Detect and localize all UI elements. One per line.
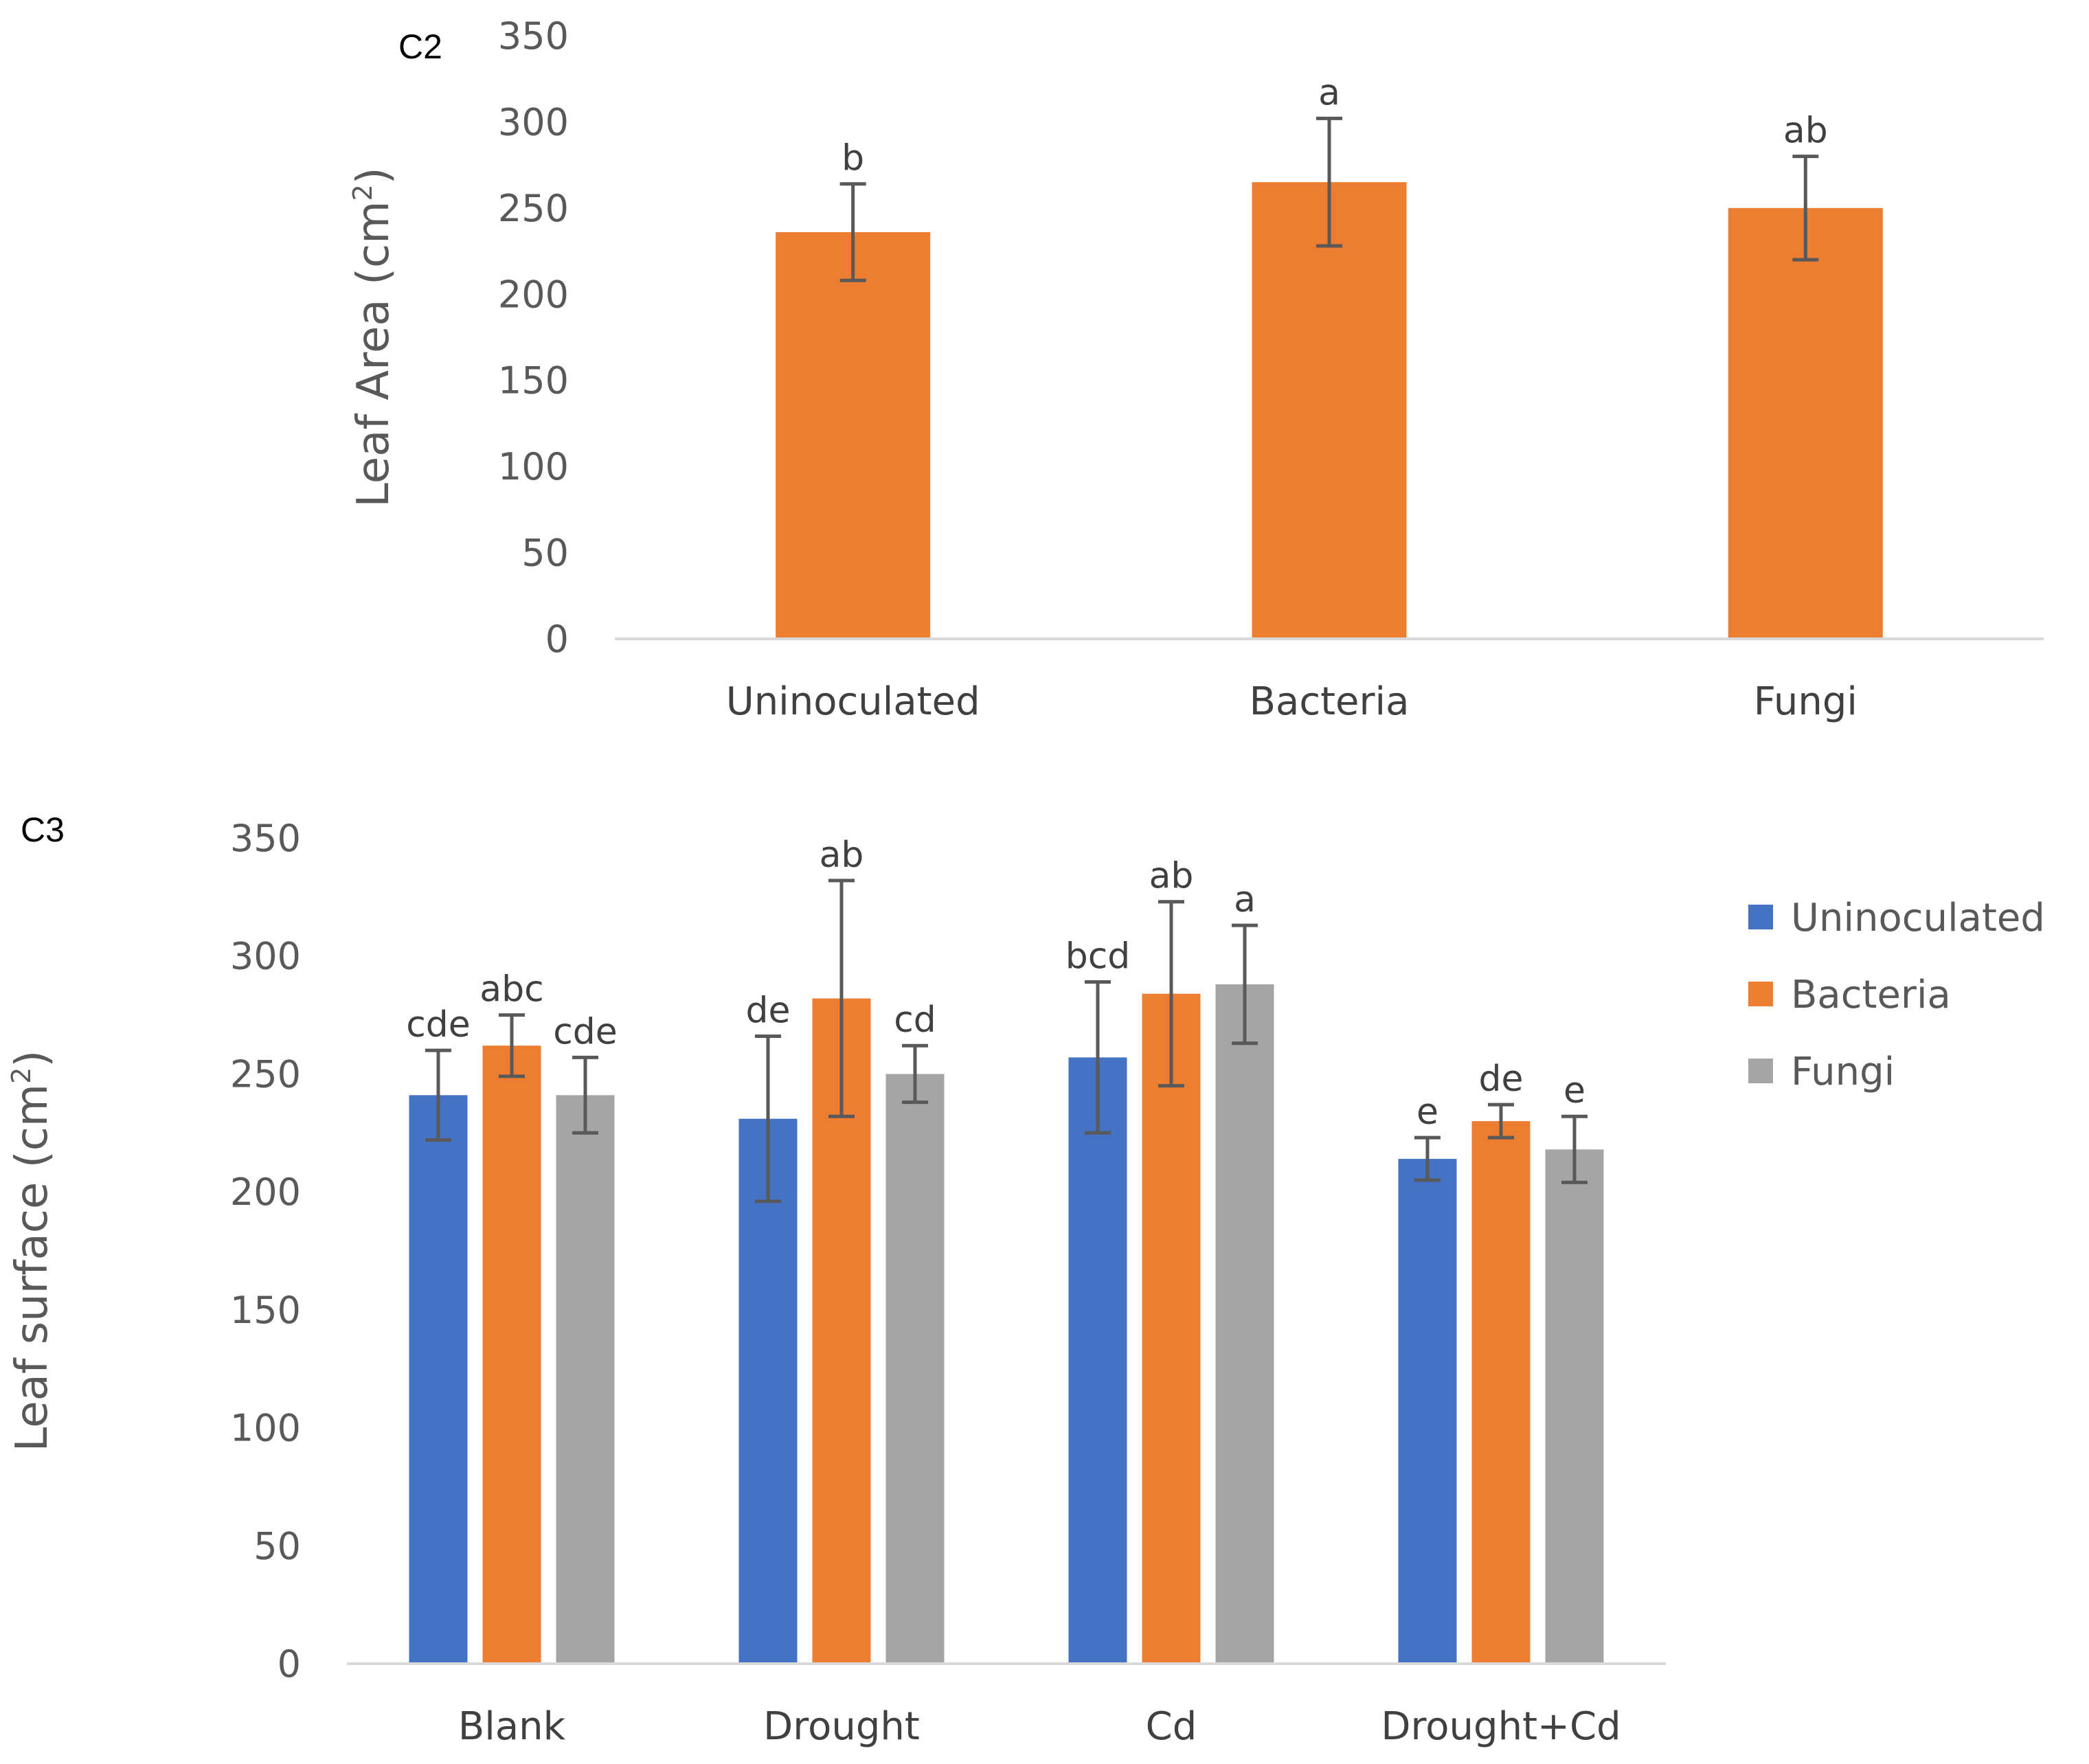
legend-label: Uninoculated <box>1791 896 2045 940</box>
y-tick-label: 50 <box>253 1524 301 1568</box>
y-tick-label: 50 <box>521 532 569 575</box>
legend-label: Fungi <box>1791 1050 1895 1094</box>
bar <box>409 1095 468 1664</box>
y-axis-label: Leaf surface (cm2) <box>6 1050 58 1452</box>
error-bar <box>755 1034 781 1203</box>
y-tick-label: 200 <box>498 273 569 316</box>
error-bar <box>1316 116 1342 248</box>
y-tick-label: 150 <box>230 1289 301 1332</box>
y-tick-label: 100 <box>230 1407 301 1450</box>
bar <box>776 231 931 639</box>
chart-leaf-surface: C3 0 50 100 150 200 250 300 350 Leaf surface (cm2… <box>6 811 2045 1749</box>
x-category-label: Cd <box>1146 1704 1197 1749</box>
error-bar <box>828 879 855 1118</box>
error-bar <box>902 1043 928 1105</box>
significance-letter: abc <box>479 969 543 1010</box>
x-category-label: Fungi <box>1754 679 1857 724</box>
significance-letter: e <box>1416 1092 1438 1133</box>
x-category-label: Blank <box>458 1704 566 1749</box>
significance-letter: cd <box>894 999 936 1041</box>
significance-letter: cde <box>553 1011 618 1052</box>
bar <box>1068 1057 1127 1664</box>
bar <box>1471 1121 1531 1664</box>
bar <box>1545 1149 1604 1664</box>
significance-letter: ab <box>1783 111 1828 152</box>
panel-label: C3 <box>21 811 65 849</box>
x-category-label: Bacteria <box>1250 679 1410 724</box>
significance-letter: b <box>842 138 864 179</box>
error-bar <box>1561 1114 1588 1184</box>
y-tick-label: 0 <box>545 618 569 661</box>
error-bar <box>1085 980 1111 1135</box>
bar <box>1142 993 1201 1664</box>
y-tick-label: 300 <box>230 935 301 978</box>
chart-leaf-area: C2 0 50 100 150 200 250 300 350 Leaf Area (cm2) Un… <box>348 14 2044 724</box>
y-tick-label: 200 <box>230 1171 301 1214</box>
x-category-label: Drought <box>763 1704 920 1749</box>
y-tick-label: 0 <box>278 1642 301 1686</box>
bar <box>1252 182 1407 639</box>
error-bar <box>1158 900 1184 1088</box>
y-tick-label: 250 <box>230 1052 301 1096</box>
bar <box>1215 984 1274 1664</box>
error-bar <box>1232 923 1258 1045</box>
error-bar <box>1488 1102 1514 1140</box>
panel-label: C2 <box>398 27 442 66</box>
significance-letter: e <box>1563 1070 1585 1111</box>
y-tick-label: 250 <box>498 187 569 230</box>
significance-letter: a <box>1234 879 1256 920</box>
bar <box>556 1095 615 1664</box>
y-tick-label: 300 <box>498 100 569 144</box>
error-bar <box>572 1055 598 1135</box>
bar <box>738 1118 798 1664</box>
error-bar <box>839 182 866 282</box>
bar <box>1728 207 1883 639</box>
x-category-label: Drought+Cd <box>1381 1704 1621 1749</box>
x-category-label: Uninoculated <box>726 679 980 724</box>
error-bar <box>499 1013 525 1078</box>
significance-letter: ab <box>820 835 864 876</box>
error-bar <box>1792 155 1819 262</box>
bar <box>885 1074 945 1664</box>
y-tick-label: 350 <box>230 817 301 860</box>
significance-letter: de <box>1479 1059 1524 1100</box>
y-tick-label: 100 <box>498 445 569 488</box>
legend-swatch <box>1748 905 1773 929</box>
y-tick-label: 350 <box>498 14 569 58</box>
legend-label: Bacteria <box>1791 973 1951 1017</box>
significance-letter: a <box>1318 72 1340 113</box>
y-tick-label: 150 <box>498 359 569 403</box>
bar <box>1398 1159 1457 1664</box>
significance-letter: ab <box>1149 856 1194 897</box>
legend: Uninoculated Bacteria Fungi <box>1748 896 2045 1094</box>
error-bar <box>425 1048 451 1142</box>
significance-letter: cde <box>406 1004 471 1045</box>
y-axis-label: Leaf Area (cm2) <box>348 167 399 507</box>
significance-letter: de <box>746 990 791 1031</box>
significance-letter: bcd <box>1065 936 1131 977</box>
bar <box>482 1045 541 1664</box>
legend-swatch <box>1748 982 1773 1006</box>
error-bar <box>1414 1135 1441 1182</box>
legend-swatch <box>1748 1059 1773 1083</box>
